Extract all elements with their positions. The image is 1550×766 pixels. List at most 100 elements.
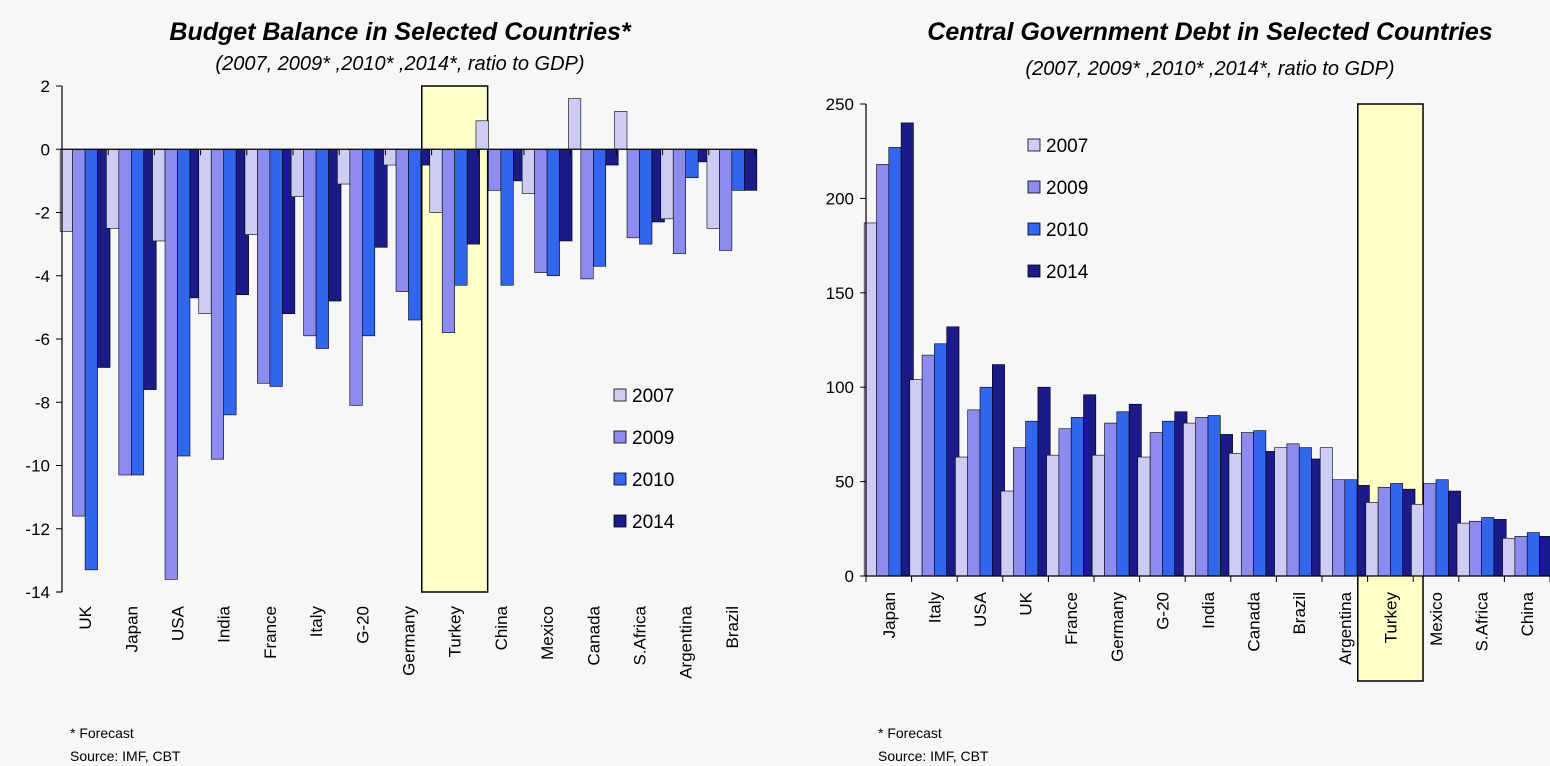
right-bar-uk-2010	[1025, 420, 1039, 577]
left-bar-usa-2010	[177, 148, 191, 457]
right-category-label-turkey: Turkey	[1381, 592, 1400, 644]
right-bar-italy-2010	[934, 343, 948, 577]
right-category-label-s-africa: S.Africa	[1473, 591, 1492, 651]
right-y-tick-label: 100	[826, 378, 854, 397]
left-bar-china-2010	[500, 148, 514, 286]
right-bar-italy-2009	[921, 354, 935, 577]
right-legend-label-2007: 2007	[1046, 136, 1088, 157]
left-category-label-usa: USA	[169, 605, 188, 641]
right-chart-subtitle: (2007, 2009* ,2010* ,2014*, ratio to GDP…	[1025, 58, 1394, 80]
left-bar-uk-2010	[84, 148, 98, 571]
left-legend-label-2014: 2014	[632, 512, 675, 533]
left-category-label-canada: Canada	[584, 605, 603, 665]
left-y-tick-label: -8	[35, 393, 50, 412]
government-debt-chart: Central Government Debt in Selected Coun…	[826, 18, 1550, 764]
right-category-label-uk: UK	[1017, 591, 1036, 615]
left-legend-swatch-2010	[613, 472, 627, 486]
left-y-tick-label: 2	[41, 77, 50, 96]
left-bar-germany-2010	[408, 148, 422, 321]
right-bar-canada-2010	[1253, 430, 1267, 577]
right-bar-argentina-2007	[1319, 447, 1333, 577]
right-highlight-turkey	[1357, 103, 1424, 682]
right-category-label-usa: USA	[971, 591, 990, 627]
left-bar-france-2010	[269, 148, 283, 387]
right-legend-swatch-2009	[1027, 180, 1041, 194]
right-bar-germany-2009	[1104, 422, 1118, 577]
left-bar-brazil-2009	[719, 148, 733, 251]
left-y-tick-label: -2	[35, 204, 50, 223]
left-legend-label-2009: 2009	[632, 428, 674, 449]
right-category-label-italy: Italy	[925, 592, 944, 624]
left-bar-japan-2009	[118, 148, 132, 476]
left-y-tick-label: -12	[25, 520, 50, 539]
left-bar-usa-2007	[152, 148, 166, 242]
right-bar-germany-2007	[1091, 454, 1105, 577]
right-bar-canada-2009	[1240, 432, 1254, 577]
left-bar-g-20-2010	[361, 148, 376, 337]
left-category-label-japan: Japan	[122, 606, 141, 652]
left-category-label-india: India	[215, 605, 234, 642]
left-bar-france-2007	[244, 148, 258, 235]
left-bar-canada-2007	[568, 98, 582, 150]
right-bar-uk-2009	[1012, 447, 1026, 577]
left-chart-subtitle: (2007, 2009* ,2010* ,2014*, ratio to GDP…	[215, 53, 584, 75]
right-bar-turkey-2009	[1377, 486, 1391, 577]
left-bar-s-africa-2007	[614, 111, 628, 150]
right-category-label-brazil: Brazil	[1290, 592, 1309, 635]
right-bar-s-africa-2009	[1468, 520, 1482, 577]
left-bar-mexico-2009	[534, 148, 548, 273]
right-bar-brazil-2010	[1298, 447, 1312, 577]
right-category-label-france: France	[1062, 592, 1081, 645]
right-legend-swatch-2010	[1027, 222, 1041, 236]
left-chart-title: Budget Balance in Selected Countries*	[169, 18, 631, 46]
right-bar-india-2007	[1183, 422, 1196, 577]
right-bar-uk-2007	[1000, 490, 1014, 577]
left-footnote-forecast: * Forecast	[70, 725, 134, 741]
right-bar-turkey-2010	[1390, 483, 1404, 577]
left-category-label-s-africa: S.Africa	[631, 605, 650, 665]
right-bar-germany-2010	[1116, 411, 1130, 577]
right-legend-swatch-2014	[1027, 264, 1041, 278]
left-bar-brazil-2014	[744, 148, 758, 191]
left-bar-argentina-2010	[685, 148, 699, 179]
right-category-label-germany: Germany	[1108, 592, 1127, 662]
left-bar-mexico-2007	[521, 148, 535, 194]
left-category-label-g-20: G-20	[353, 606, 372, 644]
left-bar-italy-2009	[303, 148, 317, 337]
left-legend-label-2010: 2010	[632, 470, 674, 491]
left-bar-mexico-2014	[559, 148, 573, 242]
right-bar-italy-2007	[909, 379, 923, 577]
right-category-label-argentina: Argentina	[1336, 591, 1355, 664]
right-bar-s-africa-2010	[1481, 517, 1495, 577]
right-bar-usa-2007	[955, 456, 968, 577]
left-bar-india-2009	[210, 148, 224, 460]
right-legend-label-2014: 2014	[1046, 262, 1089, 283]
right-legend-label-2010: 2010	[1046, 220, 1088, 241]
left-y-tick-label: -4	[35, 267, 50, 286]
left-category-label-germany: Germany	[400, 606, 419, 676]
left-bar-japan-2007	[106, 148, 120, 229]
right-footnote-source: Source: IMF, CBT	[878, 748, 989, 764]
right-category-label-china: China	[1518, 591, 1537, 636]
left-bar-uk-2009	[72, 148, 86, 517]
right-bar-france-2009	[1058, 428, 1072, 577]
right-y-tick-label: 150	[826, 284, 854, 303]
right-category-label-g-20: G-20	[1153, 592, 1172, 630]
right-bar-brazil-2009	[1286, 443, 1300, 577]
left-legend-swatch-2007	[613, 388, 627, 402]
left-footnote-source: Source: IMF, CBT	[70, 748, 181, 764]
right-bar-france-2010	[1070, 417, 1084, 577]
right-bar-japan-2009	[876, 164, 890, 577]
right-bar-mexico-2009	[1423, 483, 1437, 577]
right-bar-india-2010	[1207, 415, 1221, 577]
left-category-label-china: China	[492, 605, 511, 650]
left-bar-france-2009	[257, 148, 271, 384]
left-category-label-france: France	[261, 606, 280, 659]
right-y-tick-label: 200	[826, 189, 854, 208]
budget-balance-chart: Budget Balance in Selected Countries* (2…	[25, 18, 758, 764]
left-legend-swatch-2009	[613, 430, 627, 444]
right-bar-argentina-2010	[1344, 479, 1358, 577]
left-bar-turkey-2009	[441, 148, 456, 333]
right-chart-title: Central Government Debt in Selected Coun…	[927, 18, 1492, 46]
